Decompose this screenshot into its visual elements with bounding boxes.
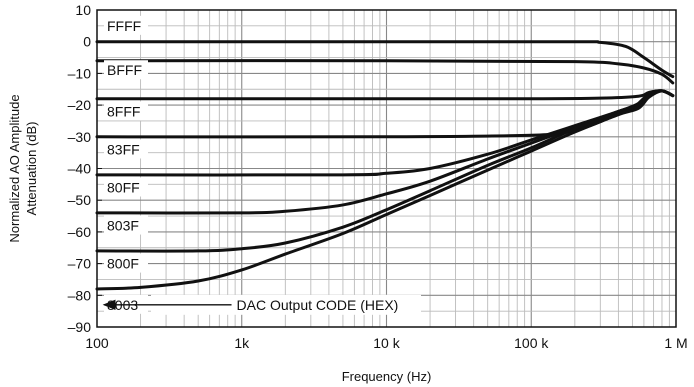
series-line-ffff: [95, 40, 675, 79]
y-tick-label: –70: [68, 256, 92, 272]
series-line-80ff: [95, 89, 675, 177]
x-tick-label: 10 k: [373, 335, 400, 351]
series-label-background: [104, 177, 148, 197]
y-tick-label: –10: [68, 65, 92, 81]
series-label-background: [104, 101, 148, 121]
y-axis-title-line-2: Attenuation (dB): [24, 122, 39, 216]
series-line-bfff: [95, 59, 675, 85]
series-line-803f: [95, 89, 675, 215]
x-tick-label: 1k: [234, 335, 250, 351]
annotation-background: [151, 294, 421, 315]
series-line-8003: [95, 89, 675, 291]
y-tick-label: –40: [68, 161, 92, 177]
y-tick-label: –80: [68, 287, 92, 303]
y-axis-title-line-1: Normalized AO Amplitude: [7, 94, 22, 242]
series-line-8fff: [95, 89, 675, 101]
series-label-background: [104, 253, 148, 273]
y-tick-label: –30: [68, 129, 92, 145]
series-label-background: [104, 215, 148, 235]
series-label-background: [104, 15, 148, 35]
series-lines: [95, 40, 675, 291]
y-tick-label: –90: [68, 319, 92, 335]
series-line-800f: [95, 89, 675, 253]
x-tick-label: 100 k: [514, 335, 549, 351]
series-label-ffff: FFFF: [107, 18, 141, 34]
series-label-803f: 803F: [107, 218, 139, 234]
y-tick-label: 0: [83, 34, 91, 50]
series-label-800f: 800F: [107, 256, 139, 272]
x-axis-title: Frequency (Hz): [342, 369, 432, 384]
series-label-background: [104, 60, 148, 80]
y-tick-label: –20: [68, 97, 92, 113]
annotation: DAC Output CODE (HEX): [102, 294, 421, 315]
x-tick-label: 100: [85, 335, 109, 351]
annotation-text: DAC Output CODE (HEX): [237, 297, 399, 313]
series-label-bfff: BFFF: [107, 62, 142, 78]
series-label-80ff: 80FF: [107, 180, 140, 196]
series-label-background: [104, 139, 148, 159]
y-tick-label: 10: [75, 2, 91, 18]
plot-frame: [96, 9, 677, 328]
series-label-8fff: 8FFF: [107, 103, 140, 119]
series-label-83ff: 83FF: [107, 141, 140, 157]
x-tick-label: 1 M: [664, 335, 687, 351]
y-tick-label: –50: [68, 192, 92, 208]
y-tick-label: –60: [68, 224, 92, 240]
grid: [97, 10, 676, 327]
